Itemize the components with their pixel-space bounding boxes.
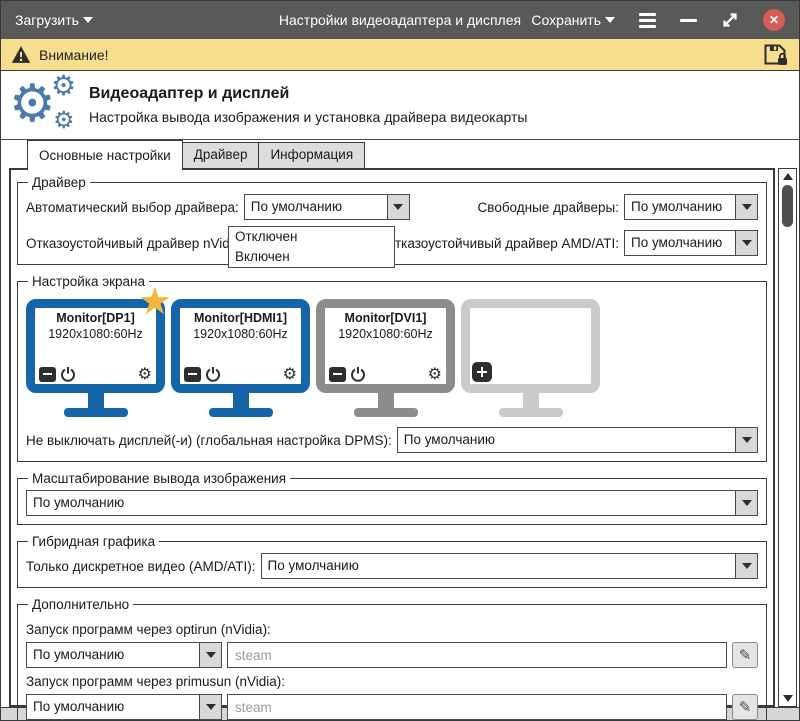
hamburger-menu-icon[interactable]	[639, 12, 656, 28]
auto-driver-label: Автоматический выбор драйвера:	[26, 199, 239, 215]
page-subtitle: Настройка вывода изображения и установка…	[89, 109, 528, 125]
failsafe-amd-label: Отказоустойчивый драйвер AMD/ATI:	[384, 235, 619, 251]
vertical-scrollbar[interactable]	[778, 168, 797, 707]
tab-main-settings[interactable]: Основные настройки	[27, 140, 183, 170]
scaling-group-legend: Масштабирование вывода изображения	[32, 471, 287, 486]
scrollbar-thumb[interactable]	[782, 185, 793, 227]
save-menu-button[interactable]: Сохранить	[531, 12, 615, 28]
driver-group: Драйвер Автоматический выбор драйвера: П…	[17, 175, 767, 268]
chevron-down-icon	[735, 231, 757, 255]
screen-group: Настройка экрана ★ Monitor[DP1] 1920x108…	[17, 274, 767, 462]
warning-text: Внимание!	[39, 46, 109, 63]
optirun-select[interactable]: По умолчанию	[26, 642, 222, 668]
monitor-settings-icon[interactable]: ⚙	[137, 364, 152, 383]
warning-bar: Внимание!	[1, 39, 799, 71]
free-drivers-label: Свободные драйверы:	[477, 199, 619, 215]
primusrun-command-input[interactable]	[227, 694, 727, 720]
primary-star-icon: ★	[137, 279, 172, 323]
primusrun-select[interactable]: По умолчанию	[26, 694, 222, 720]
load-menu-button[interactable]: Загрузить	[15, 12, 93, 28]
discrete-video-label: Только дискретное видео (AMD/ATI):	[26, 558, 256, 574]
dropdown-option[interactable]: Отключен	[235, 229, 298, 244]
chevron-down-icon	[605, 17, 615, 23]
power-icon[interactable]	[205, 366, 221, 382]
minimize-icon[interactable]	[680, 18, 697, 22]
edit-icon[interactable]: ✎	[732, 642, 758, 668]
scaling-group: Масштабирование вывода изображения По ум…	[17, 471, 767, 525]
monitor-settings-icon[interactable]: ⚙	[427, 364, 442, 383]
titlebar: Настройки видеоадаптера и дисплея Загруз…	[1, 1, 799, 39]
disable-monitor-icon[interactable]	[329, 366, 346, 382]
hybrid-group: Гибридная графика Только дискретное виде…	[17, 534, 767, 588]
scroll-down-icon[interactable]	[779, 692, 796, 705]
page-title: Видеоадаптер и дисплей	[89, 85, 290, 102]
failsafe-nvidia-label: Отказоустойчивый драйвер nVidia:	[26, 235, 245, 251]
chevron-down-icon	[735, 491, 757, 515]
dpms-select[interactable]: По умолчанию	[396, 427, 758, 453]
power-icon[interactable]	[60, 366, 76, 382]
monitor-card-dvi1[interactable]: Monitor[DVI1] 1920x1080:60Hz ⚙	[316, 299, 455, 417]
auto-driver-select[interactable]: По умолчанию	[243, 194, 410, 220]
optirun-command-input[interactable]	[227, 642, 727, 668]
discrete-video-select[interactable]: По умолчанию	[260, 553, 758, 579]
extra-group-legend: Дополнительно	[32, 597, 130, 612]
driver-group-legend: Драйвер	[32, 175, 86, 190]
tab-strip: Основные настройки Драйвер Информация	[1, 140, 799, 170]
chevron-down-icon	[386, 195, 409, 219]
load-menu-label: Загрузить	[15, 12, 79, 28]
power-icon[interactable]	[350, 366, 366, 382]
warning-triangle-icon	[11, 45, 31, 64]
close-icon[interactable]: ✕	[763, 9, 785, 31]
extra-group: Дополнительно Запуск программ через opti…	[17, 597, 767, 720]
auto-driver-dropdown-list: Отключен Включен	[228, 226, 395, 268]
chevron-down-icon	[735, 428, 757, 452]
tab-information[interactable]: Информация	[258, 142, 366, 168]
hybrid-group-legend: Гибридная графика	[32, 534, 156, 549]
dropdown-option[interactable]: Включен	[235, 249, 290, 264]
monitor-card-dp1[interactable]: ★ Monitor[DP1] 1920x1080:60Hz ⚙	[26, 282, 172, 417]
add-monitor-icon[interactable]	[472, 362, 492, 382]
monitor-card-add[interactable]	[461, 299, 600, 417]
disable-monitor-icon[interactable]	[39, 366, 56, 382]
monitor-list: ★ Monitor[DP1] 1920x1080:60Hz ⚙	[26, 282, 758, 417]
scroll-up-icon[interactable]	[779, 170, 796, 183]
resize-icon[interactable]	[721, 11, 739, 29]
optirun-label: Запуск программ через optirun (nVidia):	[26, 622, 271, 637]
tab-driver[interactable]: Драйвер	[181, 142, 260, 168]
disable-monitor-icon[interactable]	[184, 366, 201, 382]
monitor-card-hdmi1[interactable]: Monitor[HDMI1] 1920x1080:60Hz ⚙	[171, 299, 310, 417]
free-drivers-select[interactable]: По умолчанию	[624, 194, 758, 220]
page-header: ⚙ ⚙ ⚙ Видеоадаптер и дисплей Настройка выв…	[1, 71, 799, 140]
save-menu-label: Сохранить	[531, 12, 601, 28]
scaling-select[interactable]: По умолчанию	[26, 490, 758, 516]
chevron-down-icon	[199, 695, 221, 719]
chevron-down-icon	[735, 554, 757, 578]
primusrun-label: Запуск программ через primusun (nVidia):	[26, 674, 286, 689]
failsafe-amd-select[interactable]: По умолчанию	[624, 230, 758, 256]
tab-content: Драйвер Автоматический выбор драйвера: П…	[9, 168, 775, 720]
monitor-settings-icon[interactable]: ⚙	[282, 364, 297, 383]
gears-icon: ⚙ ⚙ ⚙	[9, 69, 77, 134]
screen-group-legend: Настройка экрана	[32, 274, 145, 289]
save-config-icon[interactable]	[763, 43, 789, 67]
chevron-down-icon	[735, 195, 757, 219]
dpms-label: Не выключать дисплей(-и) (глобальная нас…	[26, 432, 392, 448]
edit-icon[interactable]: ✎	[732, 694, 758, 720]
chevron-down-icon	[82, 17, 93, 23]
chevron-down-icon	[199, 643, 221, 667]
